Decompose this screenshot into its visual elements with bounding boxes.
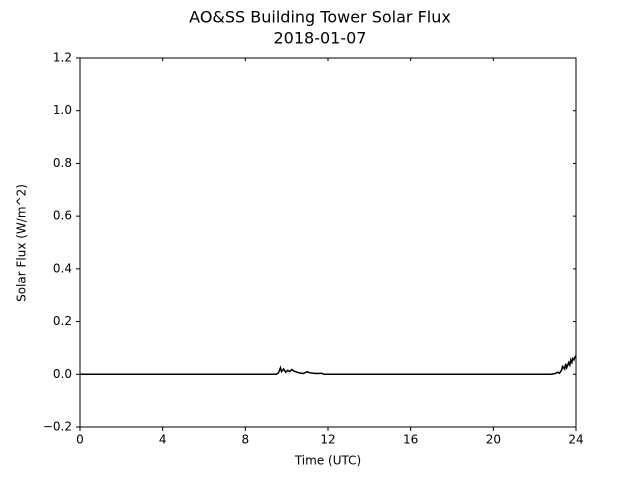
chart-subtitle: 2018-01-07 [274,29,367,48]
y-tick-label: −0.2 [43,420,72,434]
x-tick-label: 4 [159,433,167,447]
x-tick-label: 8 [242,433,250,447]
plot-frame [79,57,577,428]
x-tick-label: 12 [320,433,335,447]
y-tick-label: 1.2 [53,51,72,65]
y-tick-label: 0.8 [53,156,72,170]
y-tick-label: 0.4 [53,261,72,275]
x-axis-label: Time (UTC) [294,454,361,468]
x-tick-label: 0 [76,433,84,447]
x-tick-label: 16 [403,433,418,447]
y-tick-label: 0.2 [53,314,72,328]
y-tick-label: 1.0 [53,103,72,117]
x-tick-label: 20 [486,433,501,447]
y-tick-label: 0.6 [53,209,72,223]
x-tick-label: 24 [568,433,583,447]
y-tick-label: 0.0 [53,367,72,381]
data-line [80,355,577,376]
y-axis-label: Solar Flux (W/m^2) [15,184,29,302]
chart-title: AO&SS Building Tower Solar Flux [189,8,451,27]
